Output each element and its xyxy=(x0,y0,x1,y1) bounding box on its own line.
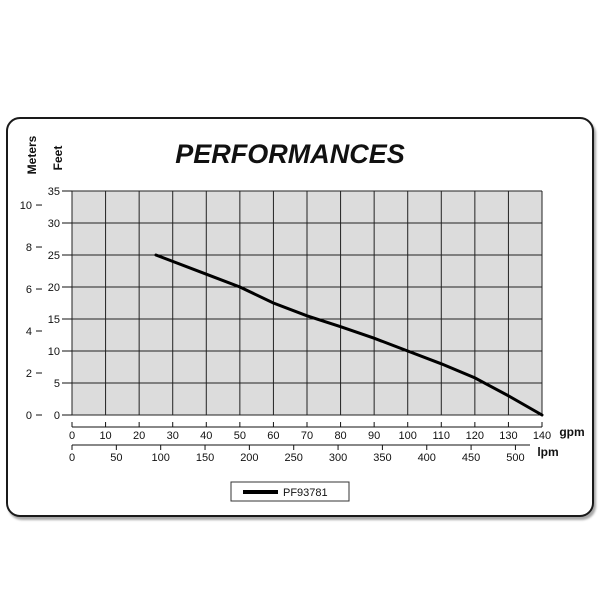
lpm-tick-label: 450 xyxy=(462,452,480,464)
lpm-axis: 0 50 100 150 200 250 300 350 400 450 500 xyxy=(69,445,525,464)
feet-tick-label: 15 xyxy=(48,314,60,326)
feet-tick-label: 25 xyxy=(48,250,60,262)
gpm-tick-label: 80 xyxy=(334,430,346,442)
feet-axis: 0 5 10 15 20 25 30 35 xyxy=(48,186,72,422)
meters-tick-label: 4 xyxy=(26,326,32,338)
meters-tick-label: 0 xyxy=(26,410,32,422)
meters-tick-label: 6 xyxy=(26,284,32,296)
lpm-axis-label: lpm xyxy=(537,445,558,459)
feet-tick-label: 0 xyxy=(54,410,60,422)
meters-tick-label: 10 xyxy=(20,200,32,212)
y-right-axis-label: Feet xyxy=(51,146,65,171)
lpm-tick-label: 100 xyxy=(152,452,170,464)
feet-tick-label: 30 xyxy=(48,218,60,230)
feet-tick-label: 20 xyxy=(48,282,60,294)
gpm-tick-label: 70 xyxy=(301,430,313,442)
chart-title: PERFORMANCES xyxy=(175,139,405,169)
legend-box xyxy=(230,481,350,502)
gpm-axis: 0 10 20 30 40 50 60 70 80 90 100 110 120 130 140 xyxy=(69,422,551,442)
legend: PF93781 xyxy=(230,481,350,502)
y-left-axis-label: Meters xyxy=(25,135,39,174)
gpm-tick-label: 110 xyxy=(433,430,451,442)
gpm-tick-label: 40 xyxy=(200,430,212,442)
gpm-tick-label: 30 xyxy=(167,430,179,442)
lpm-tick-label: 150 xyxy=(196,452,214,464)
meters-tick-label: 2 xyxy=(26,368,32,380)
series-line-pf93781 xyxy=(154,253,544,417)
lpm-tick-label: 200 xyxy=(240,452,258,464)
feet-tick-label: 5 xyxy=(54,378,60,390)
lpm-tick-label: 250 xyxy=(285,452,303,464)
gpm-tick-label: 10 xyxy=(99,430,111,442)
lpm-tick-label: 300 xyxy=(329,452,347,464)
feet-tick-label: 35 xyxy=(48,186,60,198)
feet-tick-label: 10 xyxy=(48,346,60,358)
gpm-tick-label: 140 xyxy=(533,430,551,442)
meters-axis: 0 2 4 6 8 10 xyxy=(20,200,42,422)
lpm-tick-label: 50 xyxy=(110,452,122,464)
gpm-tick-label: 90 xyxy=(368,430,380,442)
gpm-axis-label: gpm xyxy=(559,425,584,439)
legend-label: PF93781 xyxy=(283,487,328,499)
gpm-tick-label: 130 xyxy=(499,430,517,442)
meters-tick-label: 8 xyxy=(26,242,32,254)
gpm-tick-label: 120 xyxy=(466,430,484,442)
lpm-tick-label: 400 xyxy=(418,452,436,464)
lpm-tick-label: 0 xyxy=(69,452,75,464)
gpm-tick-label: 20 xyxy=(133,430,145,442)
gpm-tick-label: 0 xyxy=(69,430,75,442)
lpm-tick-label: 350 xyxy=(373,452,391,464)
lpm-tick-label: 500 xyxy=(506,452,524,464)
gpm-tick-label: 60 xyxy=(267,430,279,442)
gpm-tick-label: 100 xyxy=(399,430,417,442)
gpm-tick-label: 50 xyxy=(234,430,246,442)
